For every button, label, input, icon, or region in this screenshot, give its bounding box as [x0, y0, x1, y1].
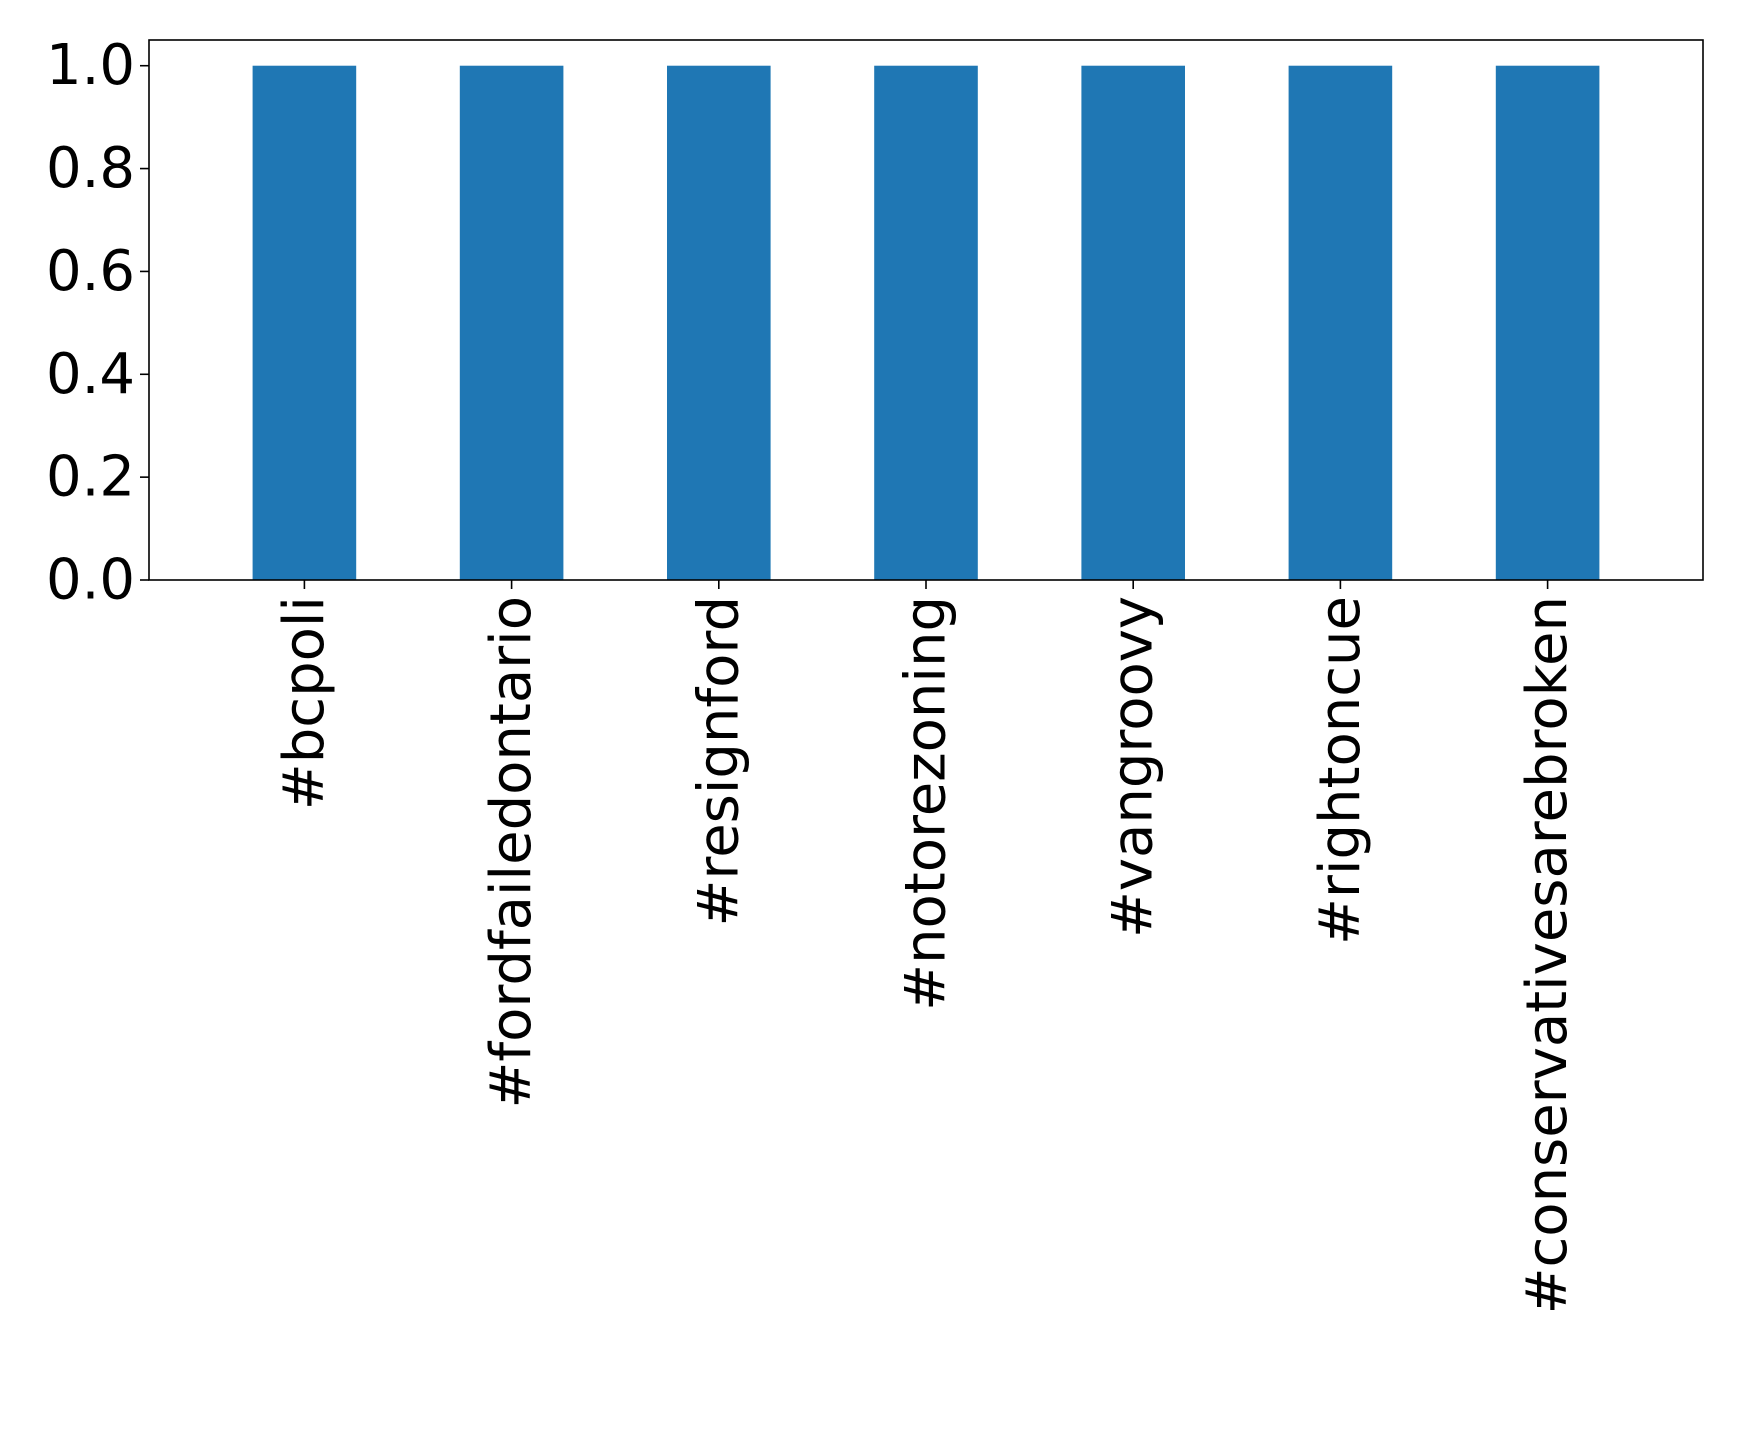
bars-group — [252, 65, 1600, 580]
x-axis: #bcpoli #fordfailedontario #resignford #not… — [272, 580, 1580, 1314]
bar-5 — [1288, 65, 1393, 580]
x-tick-label-0: #bcpoli — [272, 596, 337, 810]
y-tick-label-3: 0.6 — [46, 239, 135, 304]
bar-6 — [1495, 65, 1600, 580]
plot-frame — [148, 39, 1704, 581]
y-tick-label-0: 0.0 — [46, 548, 135, 613]
y-axis: 0.0 0.2 0.4 0.6 0.8 1.0 — [46, 33, 149, 613]
bar-3 — [874, 65, 978, 580]
bar-0 — [252, 65, 357, 580]
x-tick-label-1: #fordfailedontario — [479, 596, 544, 1109]
y-tick-label-5: 1.0 — [46, 33, 135, 98]
y-tick-label-2: 0.4 — [46, 342, 135, 407]
bar-4 — [1081, 65, 1185, 580]
x-tick-label-3: #notorezoning — [894, 596, 959, 1011]
x-tick-label-2: #resignford — [686, 596, 751, 927]
x-tick-label-5: #rightoncue — [1308, 596, 1373, 945]
y-tick-label-4: 0.8 — [46, 136, 135, 201]
x-tick-label-4: #vangroovy — [1101, 596, 1166, 938]
bar-2 — [667, 65, 771, 580]
y-tick-label-1: 0.2 — [46, 445, 135, 510]
x-tick-label-6: #conservativesarebroken — [1515, 596, 1580, 1314]
bar-1 — [459, 65, 564, 580]
